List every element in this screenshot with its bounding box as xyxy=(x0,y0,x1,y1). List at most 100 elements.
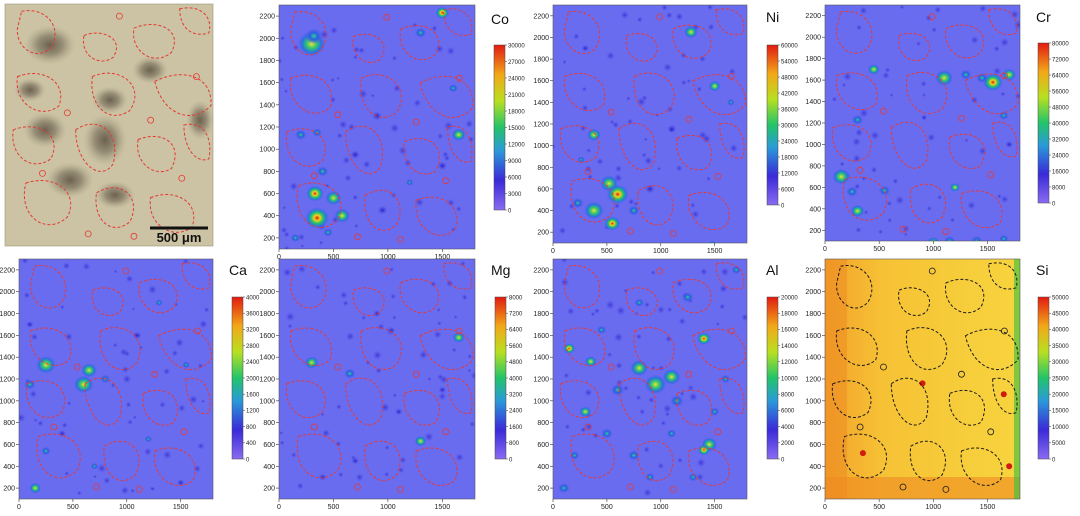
map-hotspot xyxy=(35,355,56,374)
colorbar-tick-label: 36000 xyxy=(781,107,798,113)
map-texture-dot xyxy=(397,145,408,156)
colorbar-tick-label: 24000 xyxy=(781,139,798,145)
y-tick-label: 2200 xyxy=(259,14,275,21)
colorbar xyxy=(766,44,779,206)
map-hotspot xyxy=(709,407,720,417)
colorbar-tick-label: 800 xyxy=(509,441,520,447)
map-texture-dot xyxy=(467,368,472,373)
map-texture-dot xyxy=(1013,20,1020,30)
y-tick-label: 1200 xyxy=(533,377,549,384)
map-texture-dot xyxy=(451,227,456,232)
small-circle-outline xyxy=(607,363,615,371)
region-outline xyxy=(91,72,136,116)
small-circle-outline xyxy=(50,423,58,431)
colorbar-tick-label: 25000 xyxy=(1052,376,1069,382)
map-texture-dot xyxy=(436,320,442,326)
map-hotspot xyxy=(438,386,447,394)
map-texture-dot xyxy=(656,305,666,314)
y-tick-label: 2000 xyxy=(0,289,15,296)
colorbar-tick-label: 8000 xyxy=(509,295,523,301)
map-texture-dot xyxy=(563,372,570,379)
y-tick-label: 200 xyxy=(537,230,549,237)
small-circle-outline xyxy=(122,267,130,275)
y-tick-label: 800 xyxy=(537,165,549,172)
map-texture-dot xyxy=(707,23,715,31)
map-texture-dot xyxy=(970,35,979,45)
map-texture-dot xyxy=(320,412,325,417)
y-tick-label: 2200 xyxy=(805,13,821,20)
map-texture-dot xyxy=(679,391,685,397)
map-texture-dot xyxy=(1000,91,1006,97)
map-texture-dot xyxy=(119,348,128,357)
colorbar-tick-label: 1600 xyxy=(246,393,260,399)
y-tick-label: 400 xyxy=(3,464,15,471)
region-outline xyxy=(831,124,872,162)
x-tick-label: 1000 xyxy=(380,504,396,511)
map-texture-dot xyxy=(660,5,669,12)
small-circle-outline xyxy=(856,166,864,174)
map-texture-dot xyxy=(688,391,699,402)
map-texture-dot xyxy=(606,51,616,61)
region-outline xyxy=(715,8,745,36)
map-hotspot xyxy=(343,368,356,379)
map-hotspot xyxy=(437,161,448,171)
colorbar-tick-label: 40000 xyxy=(1052,121,1069,127)
map-texture-dot xyxy=(446,198,455,207)
colorbar xyxy=(1037,42,1050,204)
y-tick-label: 200 xyxy=(3,486,15,493)
map-texture-dot xyxy=(138,345,144,350)
map-hotspot xyxy=(304,356,319,369)
element-label-al: Al xyxy=(766,262,778,278)
y-tick-label: 600 xyxy=(809,185,821,192)
colorbar-tick-label: 5600 xyxy=(509,344,523,350)
map-texture-dot xyxy=(92,474,98,479)
small-circle-outline xyxy=(856,423,864,431)
map-hotspot xyxy=(600,175,619,192)
map-texture-dot xyxy=(279,77,285,83)
map-panel-co: 200 400 600 800 1000 1200 1400 1600 1800 2000 2200… xyxy=(259,4,525,261)
small-circle-outline xyxy=(130,232,138,240)
y-tick-label: 1400 xyxy=(533,355,549,362)
region-outline xyxy=(103,440,140,481)
y-tick-label: 1800 xyxy=(805,311,821,318)
region-outline xyxy=(559,125,600,163)
map-panel-ca: 200 400 600 800 1000 1200 1400 1600 1800 2000 2200… xyxy=(0,258,260,511)
map-hotspot xyxy=(557,482,570,494)
map-texture-dot xyxy=(358,89,368,99)
region-outline xyxy=(345,377,383,426)
small-circle-outline xyxy=(987,171,995,179)
map-texture-dot xyxy=(666,306,673,313)
colorbar-tick-label: 54000 xyxy=(781,59,798,65)
region-outline xyxy=(836,10,873,54)
map-texture-dot xyxy=(112,342,118,348)
colorbar xyxy=(494,296,507,460)
map-texture-dot xyxy=(647,396,655,404)
map-hotspot xyxy=(563,343,576,354)
map-outlines xyxy=(25,262,212,493)
map-texture-dot xyxy=(615,361,623,370)
y-tick-label: 2000 xyxy=(805,35,821,42)
si-hotspot xyxy=(859,450,866,457)
map-texture-dot xyxy=(380,402,391,413)
map-texture-dot xyxy=(1014,92,1020,100)
map-texture-dot xyxy=(23,291,31,299)
map-hotspot xyxy=(720,374,731,384)
y-tick-label: 1000 xyxy=(805,398,821,405)
y-tick-label: 1600 xyxy=(805,78,821,85)
map-texture-dot xyxy=(389,123,400,134)
y-tick-label: 600 xyxy=(537,186,549,193)
map-texture-dot xyxy=(390,293,396,300)
x-tick-label: 1000 xyxy=(380,254,396,261)
colorbar-tick-label: 2400 xyxy=(509,409,523,415)
map-texture-dot xyxy=(399,456,407,464)
map-texture-dot xyxy=(572,32,580,40)
colorbar-tick-label: 18000 xyxy=(508,109,525,115)
map-hotspot xyxy=(81,363,98,378)
map-texture-dot xyxy=(289,181,299,191)
map-hotspot xyxy=(350,150,361,160)
y-tick-label: 2200 xyxy=(0,267,15,274)
map-texture-dot xyxy=(37,420,44,427)
map-texture-dot xyxy=(613,332,624,343)
micrograph-dark-region xyxy=(132,56,168,84)
small-circle-outline xyxy=(353,233,361,241)
